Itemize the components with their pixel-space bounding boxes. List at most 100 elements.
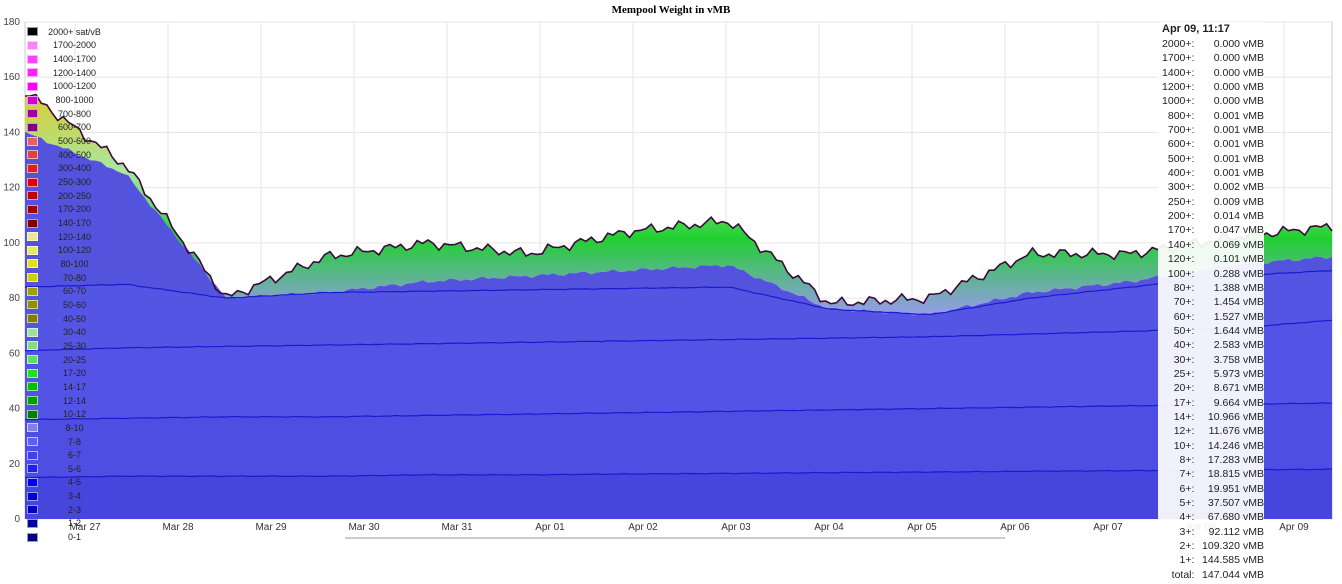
tooltip-row-unit: vMB (1243, 109, 1264, 122)
legend-swatch (27, 491, 38, 501)
legend-label: 80-100 (60, 258, 89, 269)
legend-item[interactable]: 250-300 (27, 175, 107, 189)
y-tick-label: 100 (3, 238, 20, 249)
tooltip-row: 120+: 0.101 vMB (1158, 252, 1264, 266)
tooltip-row: 300+: 0.002 vMB (1158, 180, 1264, 194)
legend-item[interactable]: 700-800 (27, 107, 107, 121)
legend-item[interactable]: 10-12 (27, 407, 107, 421)
tooltip-row-unit: vMB (1243, 253, 1264, 266)
area-bands (24, 93, 1333, 520)
legend-item[interactable]: 300-400 (27, 162, 107, 176)
legend-label: 4-5 (67, 477, 81, 488)
legend-item[interactable]: 2-3 (27, 503, 107, 517)
legend-item[interactable]: 50-60 (27, 298, 107, 312)
tooltip-row-value: 0.001 (1213, 109, 1240, 122)
tooltip-row: 20+: 8.671 vMB (1158, 381, 1264, 395)
legend-swatch (27, 54, 38, 64)
legend-item[interactable]: 800-1000 (27, 93, 107, 107)
tooltip-row-unit: vMB (1243, 181, 1264, 194)
tooltip-row-value: 0.288 (1213, 267, 1240, 280)
tooltip-row-unit: vMB (1243, 167, 1264, 180)
legend-label: 100-120 (57, 245, 92, 256)
legend-label: 70-80 (62, 272, 87, 283)
legend-label: 6-7 (67, 450, 81, 461)
legend-label: 2-3 (67, 504, 81, 515)
x-tick-label: Mar 28 (162, 522, 194, 533)
total-line (24, 93, 1333, 307)
tooltip-row: 1400+: 0.000 vMB (1158, 66, 1264, 80)
legend-item[interactable]: 17-20 (27, 366, 107, 380)
tooltip-row: 5+: 37.507 vMB (1158, 496, 1264, 510)
legend-item[interactable]: 12-14 (27, 394, 107, 408)
legend-item[interactable]: 1400-1700 (27, 52, 107, 66)
legend-item[interactable]: 1700-2000 (27, 39, 107, 53)
legend-item[interactable]: 14-17 (27, 380, 107, 394)
tooltip-row-unit: vMB (1243, 568, 1264, 581)
tooltip-row-label: 2+: (1179, 540, 1195, 553)
legend-item[interactable]: 4-5 (27, 476, 107, 490)
legend-label: 400-500 (57, 149, 92, 160)
legend-swatch (27, 81, 38, 91)
legend-item[interactable]: 60-70 (27, 284, 107, 298)
tooltip-row-value: 0.000 (1213, 66, 1240, 79)
y-tick-label: 20 (9, 459, 21, 470)
legend-item[interactable]: 20-25 (27, 353, 107, 367)
legend-label: 1-2 (67, 518, 81, 529)
legend-swatch (27, 450, 38, 460)
scrollbar[interactable] (345, 537, 1005, 539)
legend-item[interactable]: 600-700 (27, 121, 107, 135)
legend-item[interactable]: 400-500 (27, 148, 107, 162)
legend-item[interactable]: 5-6 (27, 462, 107, 476)
tooltip-row: 17+: 9.664 vMB (1158, 396, 1264, 410)
legend-item[interactable]: 7-8 (27, 435, 107, 449)
legend-item[interactable]: 200-250 (27, 189, 107, 203)
legend-item[interactable]: 2000+ sat/vB (27, 25, 107, 39)
tooltip-row-unit: vMB (1243, 324, 1264, 337)
legend-item[interactable]: 170-200 (27, 203, 107, 217)
low-fee-area (25, 131, 1332, 520)
tooltip-row-label: 5+: (1179, 497, 1195, 509)
legend-item[interactable]: 1200-1400 (27, 66, 107, 80)
legend-item[interactable]: 80-100 (27, 257, 107, 271)
legend-item[interactable]: 30-40 (27, 325, 107, 339)
tooltip-row-label: 1+: (1179, 554, 1195, 567)
legend-item[interactable]: 40-50 (27, 312, 107, 326)
band-area (25, 320, 1332, 519)
tooltip-row: 30+: 3.758 vMB (1158, 353, 1264, 367)
tooltip-row-label: 14+: (1173, 410, 1195, 423)
tooltip-row-label: 600+: (1167, 138, 1195, 151)
legend-swatch (27, 532, 38, 542)
legend-item[interactable]: 120-140 (27, 230, 107, 244)
legend-label: 40-50 (62, 313, 87, 324)
tooltip-row-unit: vMB (1243, 296, 1264, 309)
tooltip-row: 1200+: 0.000 vMB (1158, 80, 1264, 94)
legend-label: 2000+ sat/vB (48, 26, 101, 37)
fee-tiers-area (25, 94, 1332, 316)
legend-item[interactable]: 3-4 (27, 489, 107, 503)
legend-swatch (27, 437, 38, 447)
x-tick-label: Mar 27 (69, 522, 101, 533)
tooltip-row-label: 200+: (1167, 210, 1195, 223)
legend-item[interactable]: 6-7 (27, 448, 107, 462)
tooltip-row: 500+: 0.001 vMB (1158, 152, 1264, 166)
legend-item[interactable]: 140-170 (27, 216, 107, 230)
legend-item[interactable]: 500-600 (27, 134, 107, 148)
tooltip-row-unit: vMB (1243, 267, 1264, 280)
legend-item[interactable]: 70-80 (27, 271, 107, 285)
tooltip-row: 60+: 1.527 vMB (1158, 310, 1264, 324)
tooltip-row-label: 700+: (1167, 124, 1195, 137)
legend-item[interactable]: 1-2 (27, 517, 107, 531)
tooltip-row: 10+: 14.246 vMB (1158, 439, 1264, 453)
legend-item[interactable]: 0-1 (27, 530, 107, 544)
legend-item[interactable]: 100-120 (27, 244, 107, 258)
tooltip-row-value: 0.069 (1213, 238, 1240, 251)
band-boundary-line (24, 319, 1333, 352)
legend-item[interactable]: 8-10 (27, 421, 107, 435)
tooltip-row-label: 1200+: (1162, 81, 1195, 94)
legend-swatch (27, 232, 38, 242)
tooltip-row-value: 0.002 (1213, 181, 1240, 194)
legend-label: 600-700 (57, 122, 92, 133)
legend-item[interactable]: 1000-1200 (27, 80, 107, 94)
legend-item[interactable]: 25-30 (27, 339, 107, 353)
